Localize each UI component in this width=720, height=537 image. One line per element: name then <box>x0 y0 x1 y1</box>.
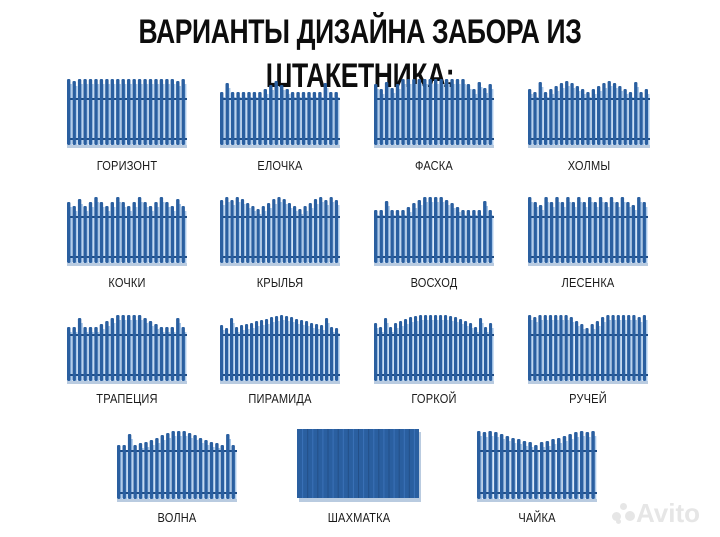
page-title: ВАРИАНТЫ ДИЗАЙНА ЗАБОРА ИЗ ШТАКЕТНИКА: <box>138 13 582 95</box>
fence-illustration <box>220 81 340 148</box>
fence-design-5 <box>67 194 187 266</box>
fence-illustration <box>67 315 187 384</box>
fence-design-label: ГОРКОЙ <box>411 391 457 406</box>
fence-illustration <box>297 429 421 502</box>
fence-design-7 <box>374 194 494 266</box>
fence-design-15 <box>477 428 597 502</box>
fence-design-label: ВОСХОД <box>410 275 458 290</box>
avito-watermark-text: Avito <box>636 497 701 528</box>
fence-design-label: ПИРАМИДА <box>248 391 312 406</box>
fence-design-label: ЛЕСЕНКА <box>561 275 615 290</box>
fence-design-3 <box>374 76 494 148</box>
fence-illustration <box>220 315 340 384</box>
fence-design-2 <box>220 76 340 148</box>
fence-design-12 <box>528 312 648 384</box>
fence-design-label: КОЧКИ <box>108 275 146 290</box>
fence-illustration <box>528 315 648 384</box>
fence-design-label: ШАХМАТКА <box>327 510 391 525</box>
fence-design-label: ЕЛОЧКА <box>257 158 303 173</box>
fence-design-14 <box>297 428 421 502</box>
fence-illustration <box>528 197 648 266</box>
fence-design-4 <box>528 76 650 148</box>
fence-design-10 <box>220 312 340 384</box>
fence-design-label: ГОРИЗОНТ <box>96 158 158 173</box>
fence-design-label: ВОЛНА <box>157 510 197 525</box>
fence-illustration <box>67 79 187 148</box>
fence-design-label: ХОЛМЫ <box>567 158 611 173</box>
avito-logo-icon <box>612 502 635 524</box>
fence-design-1 <box>67 76 187 148</box>
avito-watermark: Avito <box>612 496 712 530</box>
fence-illustration <box>374 197 494 266</box>
fence-design-label: КРЫЛЬЯ <box>256 275 304 290</box>
fence-design-9 <box>67 312 187 384</box>
fence-illustration <box>67 197 187 266</box>
fence-design-11 <box>374 312 494 384</box>
fence-design-label: ТРАПЕЦИЯ <box>96 391 158 406</box>
fence-design-13 <box>117 428 237 502</box>
fence-illustration <box>528 81 650 148</box>
fence-design-6 <box>220 194 340 266</box>
fence-design-8 <box>528 194 648 266</box>
fence-illustration <box>220 197 340 266</box>
fence-illustration <box>477 431 597 502</box>
fence-design-label: ФАСКА <box>415 158 453 173</box>
fence-illustration <box>117 431 237 502</box>
fence-illustration <box>374 79 494 148</box>
fence-design-label: ЧАЙКА <box>518 510 556 525</box>
fence-design-label: РУЧЕЙ <box>569 391 607 406</box>
fence-illustration <box>374 315 494 384</box>
